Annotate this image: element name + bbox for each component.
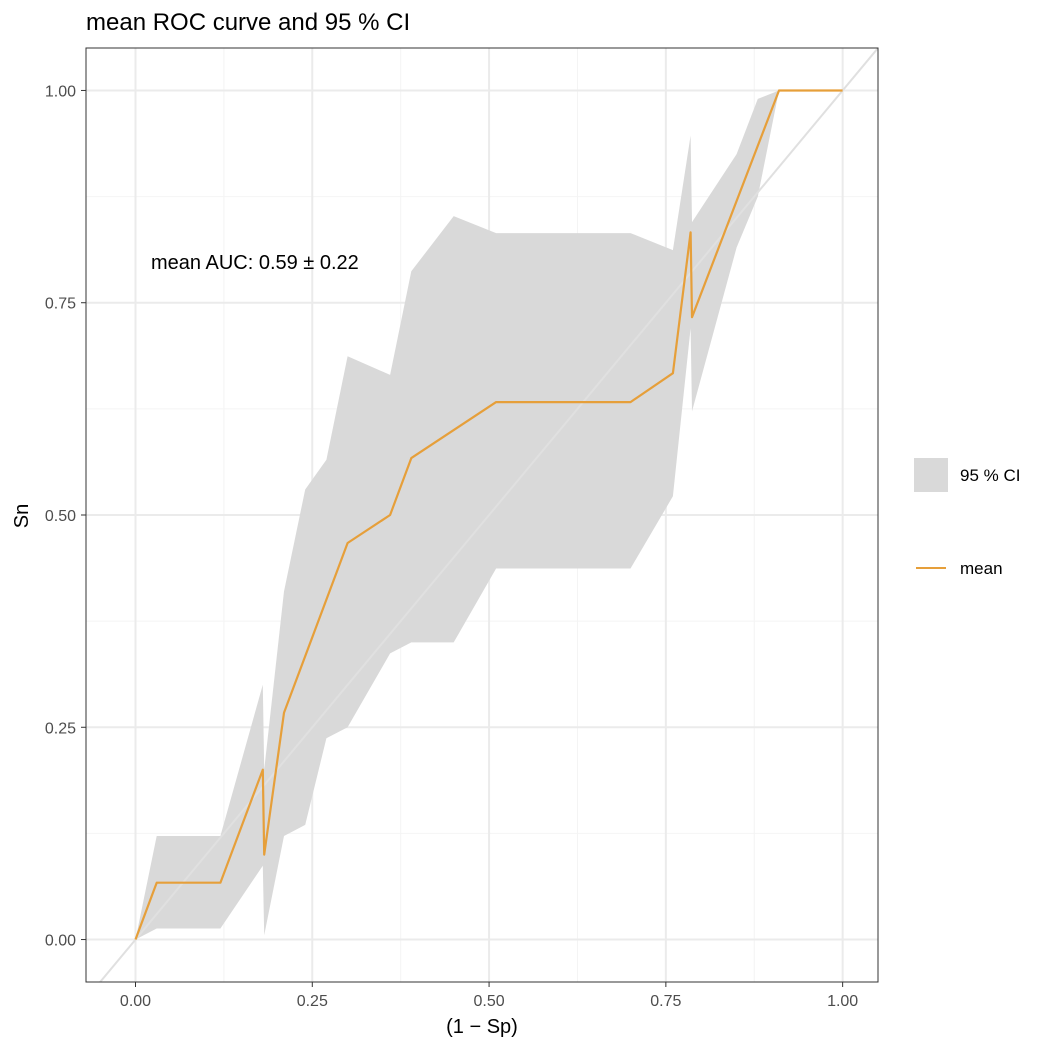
reference-diagonal-line	[98, 48, 878, 982]
y-tick-label: 1.00	[45, 83, 76, 100]
y-tick-label: 0.25	[45, 720, 76, 737]
auc-annotation: mean AUC: 0.59 ± 0.22	[151, 252, 359, 274]
x-tick-label: 0.50	[474, 993, 505, 1010]
x-tick-label: 0.25	[297, 993, 328, 1010]
x-axis-label: (1 − Sp)	[446, 1016, 518, 1038]
legend: 95 % CI mean	[914, 458, 1020, 578]
x-tick-label: 1.00	[827, 993, 858, 1010]
panel-content: mean AUC: 0.59 ± 0.22	[86, 48, 878, 982]
plot-panel: mean AUC: 0.59 ± 0.22 0.00 0.25 0.50 0.75 1.0…	[45, 47, 879, 1010]
chart-title: mean ROC curve and 95 % CI	[86, 9, 410, 36]
legend-ci-swatch	[914, 458, 948, 492]
y-axis-label: Sn	[11, 504, 33, 528]
x-tick-label: 0.00	[120, 993, 151, 1010]
y-tick-label: 0.75	[45, 296, 76, 313]
series-line-mean	[134, 89, 843, 940]
legend-ci-label: 95 % CI	[960, 466, 1020, 485]
y-tick-label: 0.00	[45, 933, 76, 950]
x-tick-label: 0.75	[650, 993, 681, 1010]
legend-mean-label: mean	[960, 559, 1003, 578]
y-tick-label: 0.50	[45, 508, 76, 525]
